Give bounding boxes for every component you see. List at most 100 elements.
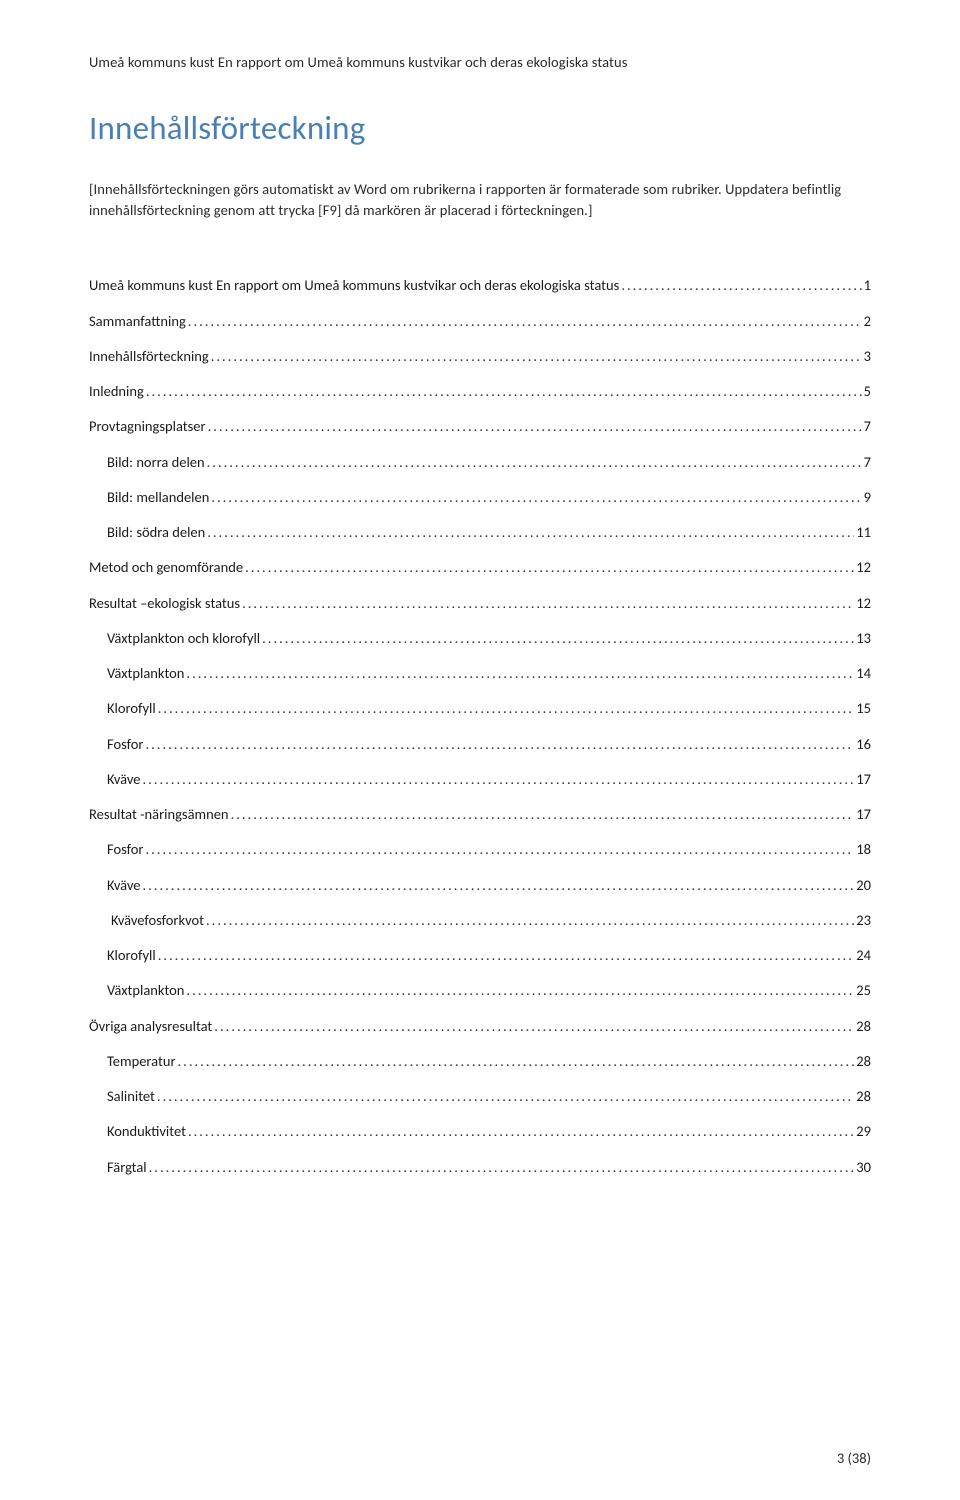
toc-item-label: Klorofyll [107, 698, 156, 720]
toc-item: Kväve 20 [89, 875, 871, 897]
toc-item-dots [242, 593, 854, 615]
toc-item: Fosfor 16 [89, 734, 871, 756]
toc-item-page: 3 [864, 346, 871, 368]
toc-item-dots [207, 522, 854, 544]
toc-item: Konduktivitet 29 [89, 1121, 871, 1143]
toc-item-dots [142, 875, 854, 897]
toc-item-dots [231, 804, 855, 826]
toc-item-page: 11 [856, 522, 871, 544]
page-title: Innehållsförteckning [89, 104, 871, 154]
toc-item-page: 23 [856, 910, 871, 932]
toc-item: Metod och genomförande 12 [89, 557, 871, 579]
toc-item-label: Bild: norra delen [107, 452, 205, 474]
toc-item-label: Klorofyll [107, 945, 156, 967]
toc-item-dots [245, 557, 854, 579]
toc-item-page: 28 [856, 1051, 871, 1073]
toc-item-dots [621, 275, 861, 297]
toc-item-dots [186, 663, 854, 685]
toc-item: Bild: mellandelen 9 [89, 487, 871, 509]
toc-item: Växtplankton och klorofyll 13 [89, 628, 871, 650]
toc-item-label: Salinitet [107, 1086, 155, 1108]
toc-item-page: 7 [864, 416, 871, 438]
toc-item-dots [158, 698, 855, 720]
toc-item-label: Fosfor [107, 734, 143, 756]
toc-item-page: 12 [856, 557, 871, 579]
toc-item-page: 15 [856, 698, 871, 720]
toc-item-label: Umeå kommuns kust En rapport om Umeå kom… [89, 275, 619, 297]
toc-item: Bild: södra delen 11 [89, 522, 871, 544]
toc-item-dots [211, 346, 862, 368]
toc-item-label: Resultat -näringsämnen [89, 804, 229, 826]
toc-item-label: Provtagningsplatser [89, 416, 206, 438]
toc-item-label: Färgtal [107, 1157, 147, 1179]
toc-item-dots [211, 487, 861, 509]
toc-item-dots [145, 839, 854, 861]
toc-item-dots [208, 416, 862, 438]
toc-item: Provtagningsplatser 7 [89, 416, 871, 438]
toc-item-page: 14 [856, 663, 871, 685]
toc-item-dots [214, 1016, 854, 1038]
instruction-text: [Innehållsförteckningen görs automatiskt… [89, 179, 871, 220]
toc-item-label: Sammanfattning [89, 311, 186, 333]
toc-item-page: 30 [856, 1157, 871, 1179]
toc-item-label: Bild: södra delen [107, 522, 205, 544]
toc-item-label: Växtplankton och klorofyll [107, 628, 260, 650]
toc-item: Temperatur 28 [89, 1051, 871, 1073]
toc-item: Sammanfattning 2 [89, 311, 871, 333]
toc-item-page: 17 [856, 804, 871, 826]
toc-item: Klorofyll 24 [89, 945, 871, 967]
toc-item-page: 25 [856, 980, 871, 1002]
toc-item-page: 5 [864, 381, 871, 403]
toc-item-dots [206, 910, 854, 932]
toc-item-page: 9 [864, 487, 871, 509]
toc-item-label: Växtplankton [107, 663, 184, 685]
toc-item-page: 7 [864, 452, 871, 474]
toc-item: Bild: norra delen 7 [89, 452, 871, 474]
toc-item-label: Övriga analysresultat [89, 1016, 212, 1038]
toc-item: Resultat –ekologisk status 12 [89, 593, 871, 615]
toc-item-label: Innehållsförteckning [89, 346, 209, 368]
toc-item-label: Konduktivitet [107, 1121, 186, 1143]
toc-item-page: 13 [856, 628, 871, 650]
toc-item: Inledning 5 [89, 381, 871, 403]
toc-item-page: 12 [856, 593, 871, 615]
toc-item-dots [178, 1051, 855, 1073]
toc-item-label: Bild: mellandelen [107, 487, 209, 509]
toc-item-label: Resultat –ekologisk status [89, 593, 240, 615]
toc-item: Fosfor 18 [89, 839, 871, 861]
toc-item-page: 29 [856, 1121, 871, 1143]
page-header: Umeå kommuns kust En rapport om Umeå kom… [89, 52, 871, 74]
toc-item-page: 18 [856, 839, 871, 861]
toc-item-page: 20 [856, 875, 871, 897]
toc-item-label: Inledning [89, 381, 144, 403]
toc-item: Övriga analysresultat 28 [89, 1016, 871, 1038]
toc-item-dots [145, 734, 854, 756]
toc-item-page: 28 [856, 1016, 871, 1038]
toc-item: Innehållsförteckning 3 [89, 346, 871, 368]
toc-item: Kvävefosforkvot23 [89, 910, 871, 932]
toc-item-page: 17 [856, 769, 871, 791]
toc-item-dots [186, 980, 854, 1002]
toc-item-page: 1 [864, 275, 871, 297]
toc-item-page: 2 [864, 311, 871, 333]
toc-item: Salinitet 28 [89, 1086, 871, 1108]
toc-item: Växtplankton 14 [89, 663, 871, 685]
toc-item-label: Växtplankton [107, 980, 184, 1002]
toc-item-page: 24 [856, 945, 871, 967]
toc-item-label: Fosfor [107, 839, 143, 861]
toc-item: Klorofyll 15 [89, 698, 871, 720]
toc-item-dots [158, 945, 855, 967]
toc-item-dots [188, 1121, 854, 1143]
toc-item-dots [262, 628, 854, 650]
toc-item-dots [157, 1086, 854, 1108]
toc-item-page: 16 [856, 734, 871, 756]
toc-item-label: Kväve [107, 769, 140, 791]
toc-item-page: 28 [856, 1086, 871, 1108]
toc-item-label: Kväve [107, 875, 140, 897]
toc-item-dots [142, 769, 854, 791]
toc-item: Färgtal 30 [89, 1157, 871, 1179]
toc-item-label: Metod och genomförande [89, 557, 243, 579]
toc-item: Umeå kommuns kust En rapport om Umeå kom… [89, 275, 871, 297]
toc-item-dots [149, 1157, 855, 1179]
toc-item-label: Temperatur [107, 1051, 176, 1073]
